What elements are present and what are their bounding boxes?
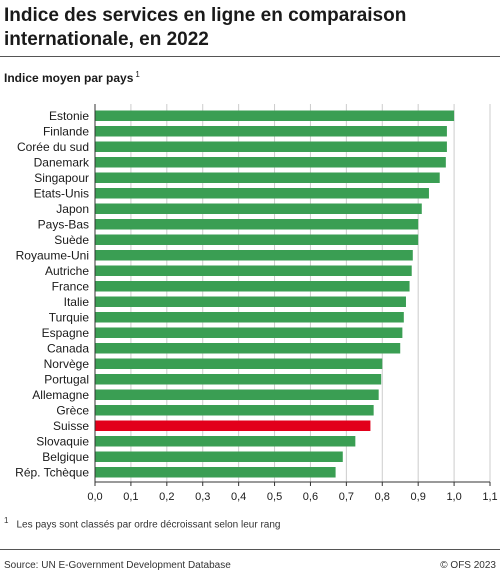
x-tick-label: 0,6 (303, 491, 318, 503)
category-label: Autriche (45, 264, 89, 278)
copyright-text: © OFS 2023 (440, 560, 496, 571)
bar-chart: 0,0 0,1 0,2 0,3 0,4 0,5 0,6 0,7 0,8 0,9 1,0 1,1 Esto… (15, 104, 498, 503)
x-tick-label: 0,3 (195, 491, 210, 503)
category-label: Belgique (42, 450, 89, 464)
category-label: Italie (64, 295, 90, 309)
bar-cor-e-du-sud (95, 141, 447, 152)
bar-canada (95, 343, 401, 354)
chart-title: Indice des services en ligne en comparai… (4, 5, 407, 50)
category-label: Suède (54, 233, 89, 247)
bar-suisse (95, 420, 371, 431)
bar-portugal (95, 374, 382, 385)
bar-espagne (95, 327, 403, 338)
category-label: Pays-Bas (38, 217, 89, 231)
bar-su-de (95, 234, 419, 245)
category-label: Suisse (53, 419, 89, 433)
bar-etats-unis (95, 188, 429, 199)
title-divider (0, 56, 500, 57)
category-label: Espagne (42, 326, 90, 340)
x-tick-label: 0,0 (87, 491, 102, 503)
bar-italie (95, 296, 406, 307)
x-tick-label: 1,1 (482, 491, 497, 503)
category-label: Rép. Tchèque (15, 465, 89, 479)
category-label: Turquie (49, 310, 90, 324)
bar-norv-ge (95, 358, 383, 369)
category-label: Royaume-Uni (16, 248, 89, 262)
bar-finlande (95, 126, 447, 137)
footnote: 1 Les pays sont classés par ordre décrois… (4, 516, 280, 530)
x-tick-label: 0,9 (411, 491, 426, 503)
category-label: Singapour (34, 171, 89, 185)
bar-turquie (95, 312, 404, 323)
bar-slovaquie (95, 436, 356, 447)
source-text: Source: UN E-Government Development Data… (4, 560, 231, 571)
category-label: Finlande (43, 124, 89, 138)
category-label: Corée du sud (17, 140, 89, 154)
bar-estonie (95, 110, 455, 121)
category-label: Slovaquie (36, 434, 89, 448)
bar-r-p-tch-que (95, 467, 336, 478)
bar-allemagne (95, 389, 379, 400)
category-label: Grèce (56, 403, 89, 417)
bar-royaume-uni (95, 250, 413, 261)
bar-japon (95, 203, 422, 214)
category-label: Japon (56, 202, 89, 216)
bar-singapour (95, 172, 440, 183)
subtitle-text: Indice moyen par pays (4, 71, 134, 85)
category-label: Canada (47, 341, 89, 355)
x-tick-label: 0,2 (159, 491, 174, 503)
x-tick-label: 0,1 (123, 491, 138, 503)
chart-subtitle: Indice moyen par pays 1 (4, 70, 140, 85)
subtitle-footnote-ref: 1 (135, 70, 140, 79)
x-tick-label: 0,8 (375, 491, 390, 503)
category-label: Allemagne (32, 388, 89, 402)
category-label: Danemark (34, 155, 90, 169)
x-tick-label: 0,7 (339, 491, 354, 503)
category-label: Norvège (44, 357, 90, 371)
category-label: Estonie (49, 109, 89, 123)
category-label: Etats-Unis (34, 186, 89, 200)
bar-belgique (95, 451, 343, 462)
bar-pays-bas (95, 219, 419, 230)
bar-france (95, 281, 410, 292)
footnote-number: 1 (4, 516, 9, 525)
bar-gr-ce (95, 405, 374, 416)
bar-autriche (95, 265, 412, 276)
category-label: France (52, 279, 90, 293)
x-tick-label: 0,4 (231, 491, 246, 503)
source-divider (0, 549, 500, 550)
x-tick-label: 1,0 (446, 491, 461, 503)
x-tick-label: 0,5 (267, 491, 282, 503)
bar-danemark (95, 157, 446, 168)
footnote-text: Les pays sont classés par ordre décroiss… (16, 519, 281, 531)
category-label: Portugal (44, 372, 89, 386)
